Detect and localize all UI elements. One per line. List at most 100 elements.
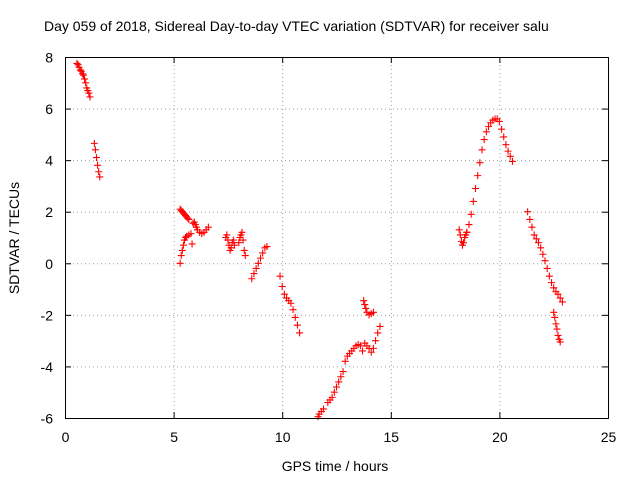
data-point (252, 264, 260, 272)
data-point (179, 241, 187, 249)
grid-layer (65, 57, 608, 418)
data-point (463, 228, 471, 236)
data-point (330, 388, 338, 396)
data-point (229, 236, 237, 244)
y-tick-label: 6 (45, 101, 53, 117)
data-point (259, 249, 267, 257)
data-point (524, 208, 532, 216)
data-point (184, 214, 192, 222)
data-point (293, 321, 301, 329)
data-point (263, 243, 271, 251)
data-point (543, 264, 551, 272)
data-point (254, 259, 262, 267)
y-tick-label: 2 (45, 204, 53, 220)
data-point (504, 147, 512, 155)
plot-frame (65, 57, 609, 419)
data-point (530, 231, 538, 239)
data-point (94, 161, 102, 169)
data-point (526, 215, 534, 223)
data-point (532, 235, 540, 243)
y-tick-label: -2 (41, 307, 54, 323)
data-point (90, 139, 98, 147)
data-point (374, 329, 382, 337)
data-point (508, 157, 516, 165)
x-tick-label: 15 (384, 429, 400, 445)
data-point (187, 230, 195, 238)
data-point (337, 373, 345, 381)
data-point (502, 141, 510, 149)
data-point (250, 270, 258, 278)
data-point (553, 325, 561, 333)
data-point (73, 59, 81, 67)
data-point (469, 197, 477, 205)
data-point (455, 226, 463, 234)
data-point (361, 301, 369, 309)
data-point (528, 223, 536, 231)
data-point (495, 117, 503, 125)
data-point (506, 152, 514, 160)
data-point (230, 241, 238, 249)
data-point (96, 173, 104, 181)
data-point (537, 244, 545, 252)
data-point (188, 240, 196, 248)
data-point (85, 89, 93, 97)
data-point (81, 75, 89, 83)
x-tick-label: 0 (62, 429, 70, 445)
data-point (241, 252, 249, 260)
axes: 0 5 10 15 20 25 -6 -4 -2 0 2 4 6 8 (41, 50, 617, 446)
data-point (176, 259, 184, 267)
data-point (550, 308, 558, 316)
data-point (556, 338, 564, 346)
data-points (73, 59, 566, 421)
data-point (482, 128, 490, 136)
data-point (541, 257, 549, 265)
data-point (333, 383, 340, 391)
data-point (465, 221, 473, 229)
data-point (296, 329, 304, 337)
data-point (256, 254, 264, 262)
data-point (335, 378, 343, 386)
data-point (478, 146, 486, 154)
data-point (278, 282, 286, 290)
data-point (185, 215, 193, 223)
data-point (480, 136, 488, 144)
data-point (95, 168, 103, 176)
data-point (372, 337, 380, 345)
data-point (467, 210, 475, 218)
x-tick-label: 25 (601, 429, 617, 445)
x-axis-label: GPS time / hours (282, 458, 389, 474)
y-tick-label: -6 (41, 411, 54, 427)
data-point (498, 125, 506, 133)
data-point (460, 239, 468, 247)
data-point (204, 223, 212, 231)
data-point (78, 70, 86, 78)
data-point (280, 290, 288, 298)
data-point (79, 71, 87, 79)
data-point (239, 236, 247, 244)
data-point (369, 344, 377, 352)
data-point (287, 299, 295, 307)
data-point (362, 304, 370, 312)
data-point (367, 348, 375, 356)
data-point (485, 123, 493, 131)
y-tick-label: 8 (45, 50, 53, 66)
data-point (551, 313, 559, 321)
data-point (341, 357, 349, 365)
data-point (376, 322, 384, 330)
data-point (76, 66, 84, 74)
data-point (319, 405, 327, 413)
data-point (86, 93, 94, 101)
data-point (240, 246, 248, 254)
data-point (534, 239, 542, 247)
data-point (276, 272, 284, 280)
data-point (474, 172, 482, 180)
data-point (289, 306, 297, 314)
data-point (356, 342, 364, 350)
data-point (558, 298, 566, 306)
data-point (545, 272, 553, 280)
y-tick-label: 0 (45, 256, 53, 272)
data-point (238, 228, 246, 236)
data-point (369, 308, 377, 316)
data-point (472, 185, 480, 193)
data-point (550, 284, 558, 292)
